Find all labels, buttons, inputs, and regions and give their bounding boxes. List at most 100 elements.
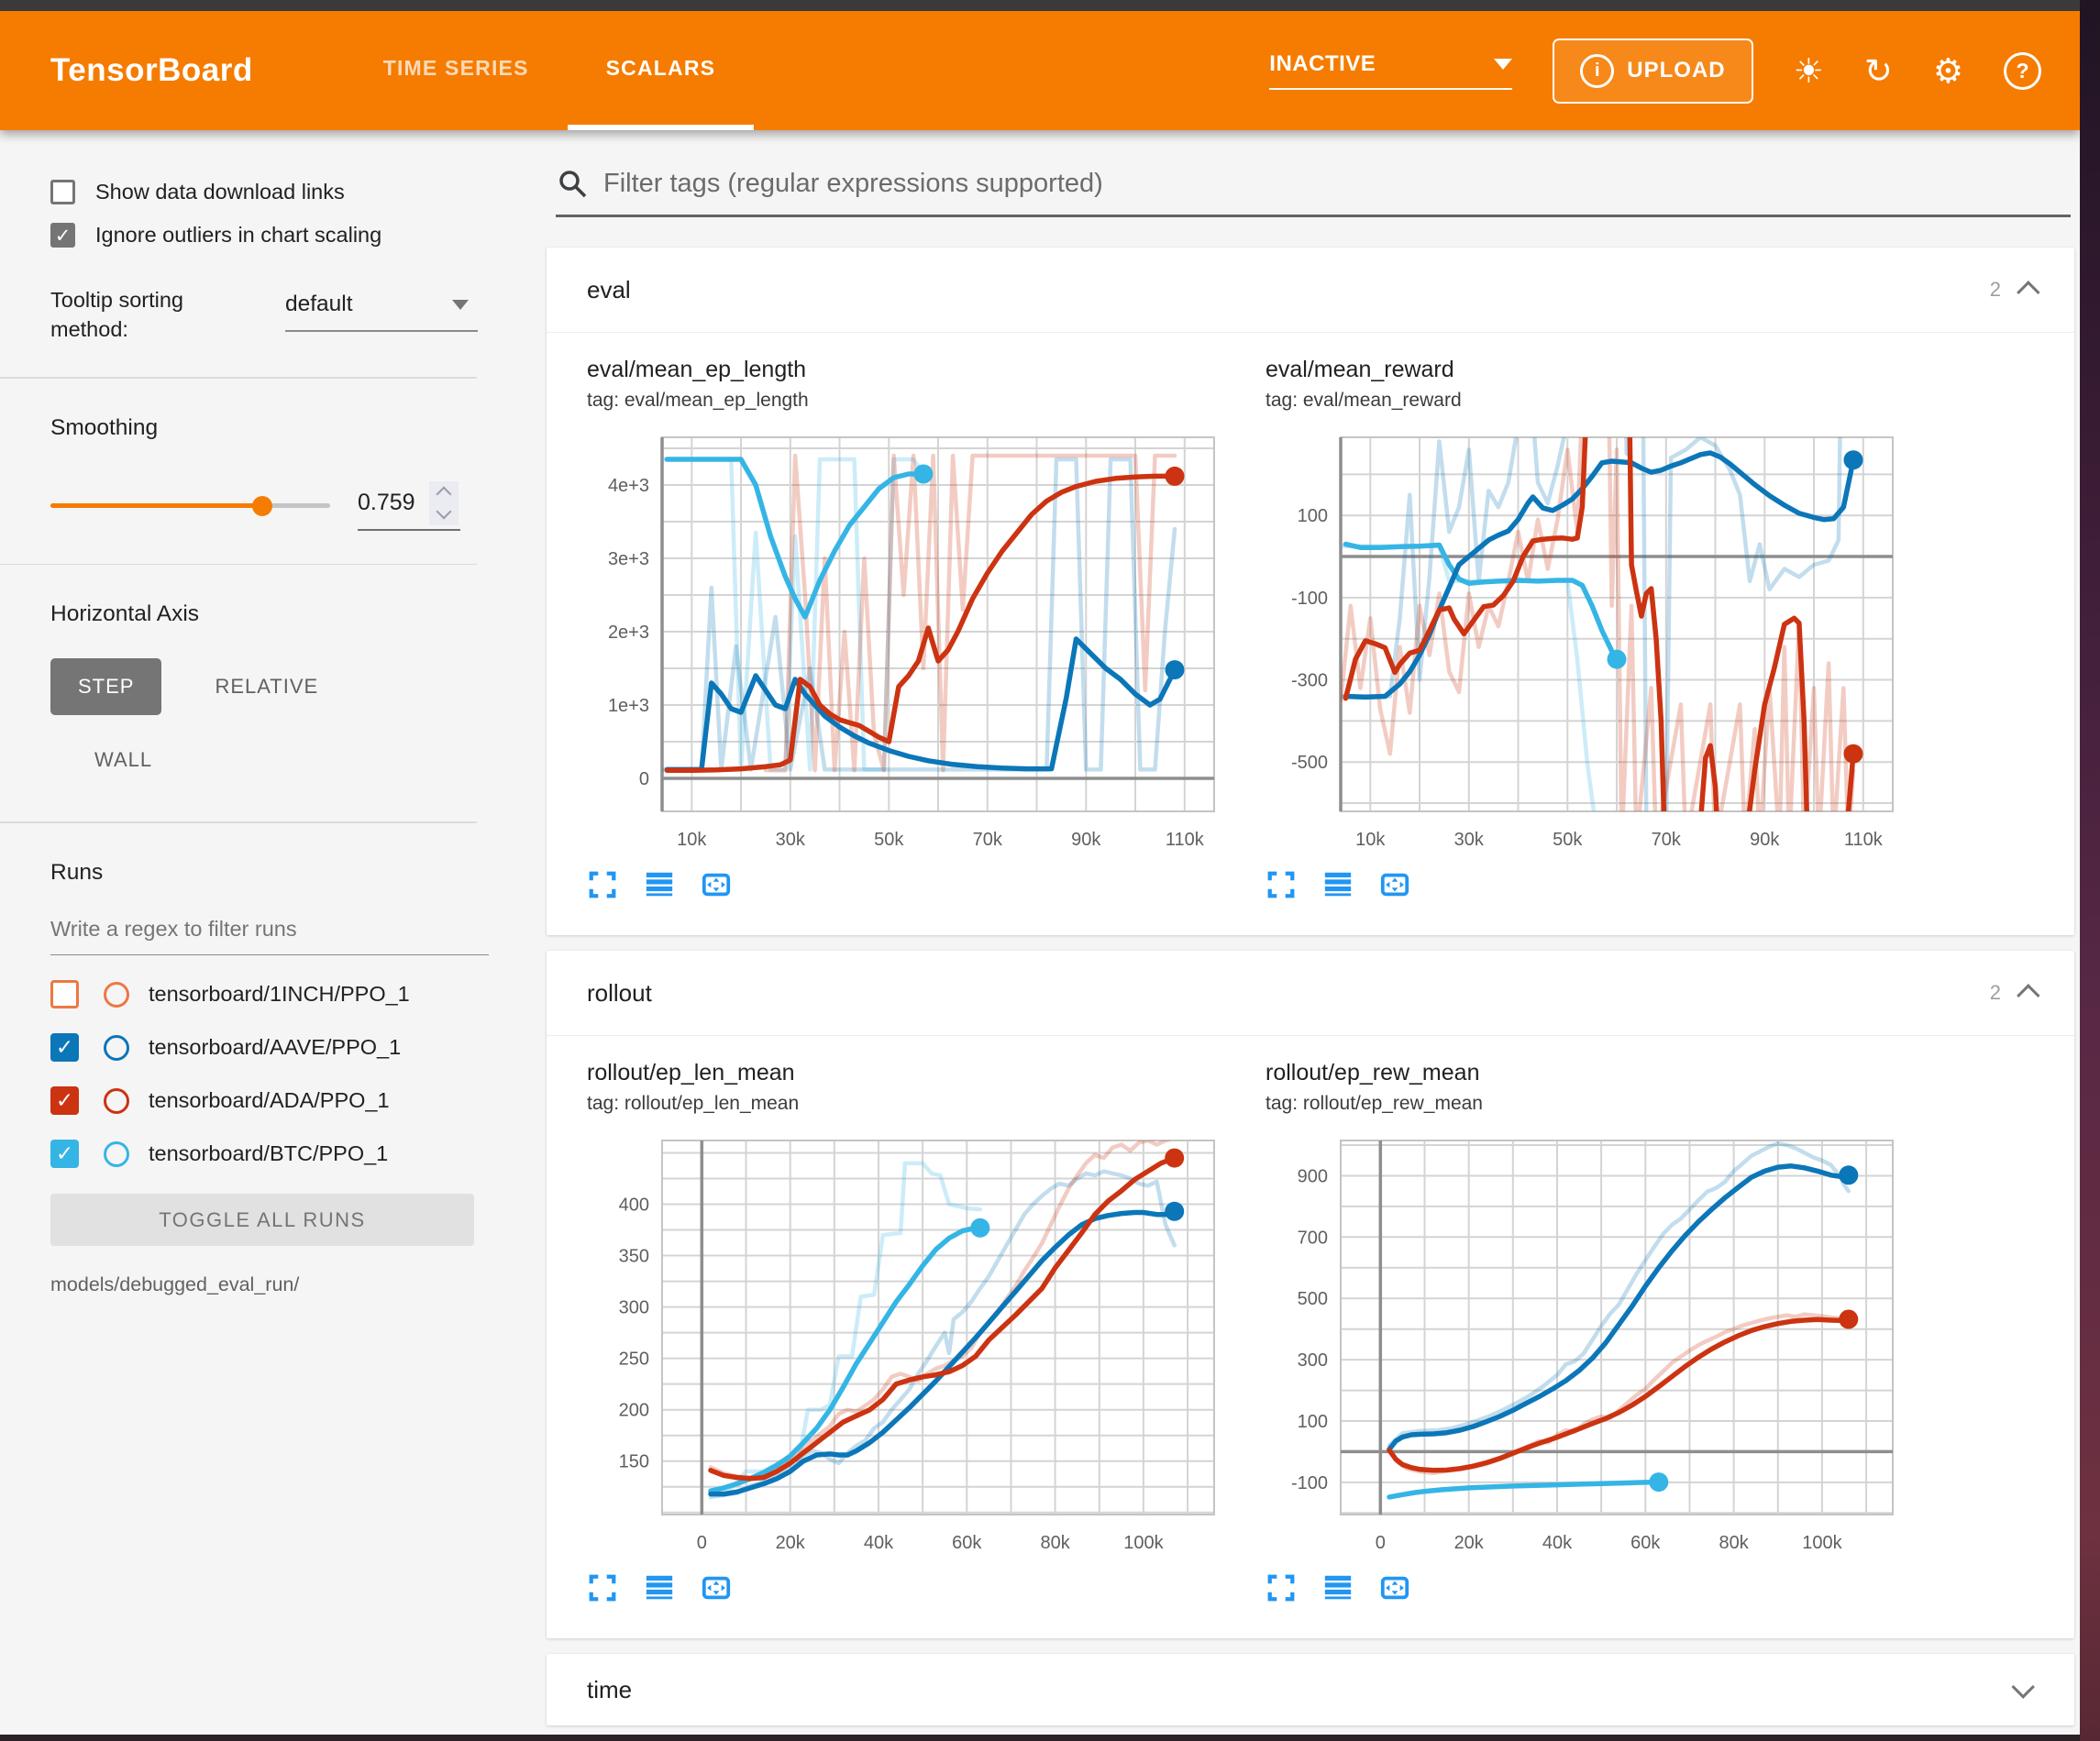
svg-text:-500: -500 xyxy=(1291,753,1328,773)
run-name[interactable]: tensorboard/BTC/PPO_1 xyxy=(149,1141,389,1166)
run-row-1inch[interactable]: tensorboard/1INCH/PPO_1 xyxy=(50,980,541,1009)
expand-chart-icon[interactable] xyxy=(1266,1572,1297,1603)
help-icon[interactable]: ? xyxy=(2004,51,2041,90)
expand-chart-icon[interactable] xyxy=(1266,869,1297,900)
svg-text:3e+3: 3e+3 xyxy=(608,549,649,569)
run-row-ada[interactable]: tensorboard/ADA/PPO_1 xyxy=(50,1086,541,1116)
status-dropdown[interactable]: INACTIVE xyxy=(1269,51,1513,90)
tag-filter-input[interactable]: Filter tags (regular expressions support… xyxy=(556,167,2071,217)
stepper-down-icon[interactable] xyxy=(436,503,452,520)
expand-down-icon[interactable] xyxy=(2011,1675,2035,1699)
svg-text:0: 0 xyxy=(639,769,649,789)
app-header: TensorBoard TIME SERIES SCALARS INACTIVE… xyxy=(0,11,2080,130)
collapse-up-icon[interactable] xyxy=(2017,281,2040,304)
section-header-eval[interactable]: eval 2 xyxy=(547,248,2074,332)
section-count: 2 xyxy=(1989,278,2001,301)
tab-time-series[interactable]: TIME SERIES xyxy=(382,55,529,80)
collapse-up-icon[interactable] xyxy=(2017,984,2040,1008)
chevron-down-icon[interactable] xyxy=(1494,59,1513,70)
show-download-links-row[interactable]: Show data download links xyxy=(50,180,541,204)
svg-text:300: 300 xyxy=(619,1298,649,1318)
divider xyxy=(0,377,477,379)
settings-sidebar: Show data download links Ignore outliers… xyxy=(0,130,541,1735)
line-chart-plot[interactable]: 10k 30k 50k 70k 90k 110k 0 1e+3 2e+3 3e+3 4e+3 xyxy=(587,426,1229,857)
refresh-icon[interactable]: ↻ xyxy=(1863,50,1893,91)
line-chart-plot[interactable]: 10k 30k 50k 70k 90k 110k 100 -100 -300 -500 xyxy=(1266,426,1907,857)
run-row-btc[interactable]: tensorboard/BTC/PPO_1 xyxy=(50,1140,541,1169)
svg-text:300: 300 xyxy=(1298,1350,1328,1371)
run-checkbox[interactable] xyxy=(50,1140,79,1169)
expand-chart-icon[interactable] xyxy=(587,869,618,900)
line-chart-plot[interactable]: 0 20k 40k 60k 80k 100k 150 200 250 300 350 400 xyxy=(587,1129,1229,1560)
axis-step-button[interactable]: STEP xyxy=(50,658,162,716)
fit-domain-icon[interactable] xyxy=(1379,869,1410,900)
run-color-circle[interactable] xyxy=(104,1087,129,1114)
svg-text:50k: 50k xyxy=(874,830,904,850)
run-color-circle[interactable] xyxy=(104,981,129,1008)
svg-text:10k: 10k xyxy=(677,830,707,850)
show-download-links-checkbox[interactable] xyxy=(50,180,75,204)
run-name[interactable]: tensorboard/1INCH/PPO_1 xyxy=(149,982,410,1007)
view-data-icon[interactable] xyxy=(644,1572,675,1603)
run-name[interactable]: tensorboard/AAVE/PPO_1 xyxy=(149,1035,402,1060)
axis-wall-button[interactable]: WALL xyxy=(94,748,153,772)
window-bottom-edge xyxy=(0,1735,2100,1741)
ignore-outliers-checkbox[interactable] xyxy=(50,223,75,248)
stepper-up-icon[interactable] xyxy=(436,486,452,502)
run-checkbox[interactable] xyxy=(50,1033,79,1063)
axis-relative-button[interactable]: RELATIVE xyxy=(215,675,319,699)
run-color-circle[interactable] xyxy=(104,1034,129,1061)
view-data-icon[interactable] xyxy=(1322,1572,1354,1603)
svg-text:110k: 110k xyxy=(1166,830,1205,850)
smoothing-label: Smoothing xyxy=(50,414,159,440)
run-name[interactable]: tensorboard/ADA/PPO_1 xyxy=(149,1088,390,1113)
run-row-aave[interactable]: tensorboard/AAVE/PPO_1 xyxy=(50,1033,541,1063)
run-color-circle[interactable] xyxy=(104,1140,129,1167)
main-content: Filter tags (regular expressions support… xyxy=(541,130,2080,1735)
svg-text:40k: 40k xyxy=(864,1533,894,1553)
chevron-down-icon[interactable] xyxy=(452,299,469,310)
toggle-all-runs-button[interactable]: TOGGLE ALL RUNS xyxy=(50,1194,474,1247)
line-chart-plot[interactable]: 0 20k 40k 60k 80k 100k -100 100 300 500 700 900 xyxy=(1266,1129,1907,1560)
svg-text:20k: 20k xyxy=(776,1533,806,1553)
smoothing-slider[interactable] xyxy=(50,495,330,516)
show-download-links-label[interactable]: Show data download links xyxy=(95,180,345,204)
fit-domain-icon[interactable] xyxy=(1379,1572,1410,1603)
expand-chart-icon[interactable] xyxy=(587,1572,618,1603)
view-data-icon[interactable] xyxy=(1322,869,1354,900)
smoothing-slider-thumb[interactable] xyxy=(252,495,273,516)
window-top-edge xyxy=(0,0,2100,11)
section-header-rollout[interactable]: rollout 2 xyxy=(547,951,2074,1035)
svg-text:0: 0 xyxy=(697,1533,707,1553)
svg-text:0: 0 xyxy=(1376,1533,1386,1553)
ignore-outliers-row[interactable]: Ignore outliers in chart scaling xyxy=(50,223,541,248)
search-icon xyxy=(559,171,587,198)
fit-domain-icon[interactable] xyxy=(701,1572,732,1603)
ignore-outliers-label[interactable]: Ignore outliers in chart scaling xyxy=(95,223,382,247)
view-data-icon[interactable] xyxy=(644,869,675,900)
runs-filter-input[interactable]: Write a regex to filter runs xyxy=(50,917,489,956)
upload-button[interactable]: i UPLOAD xyxy=(1553,38,1753,104)
section-title: rollout xyxy=(587,978,652,1007)
svg-text:1e+3: 1e+3 xyxy=(608,696,649,716)
run-checkbox[interactable] xyxy=(50,1086,79,1116)
svg-text:20k: 20k xyxy=(1454,1533,1485,1553)
tooltip-sorting-select[interactable]: default xyxy=(285,286,478,344)
smoothing-stepper[interactable] xyxy=(429,480,459,525)
chart-toolbar xyxy=(587,869,1229,900)
fit-domain-icon[interactable] xyxy=(701,869,732,900)
status-underline xyxy=(1269,88,1513,90)
section-header-time[interactable]: time xyxy=(547,1654,2074,1725)
svg-text:60k: 60k xyxy=(1630,1533,1661,1553)
run-checkbox[interactable] xyxy=(50,980,79,1009)
chart-eval-mean-reward: eval/mean_reward tag: eval/mean_reward 10k… xyxy=(1266,357,1907,900)
chart-title: eval/mean_ep_length xyxy=(587,357,807,382)
svg-text:70k: 70k xyxy=(1652,830,1682,850)
tab-scalars[interactable]: SCALARS xyxy=(567,11,755,130)
tooltip-sorting-value: default xyxy=(285,292,353,316)
brightness-icon[interactable]: ☀ xyxy=(1793,50,1824,91)
settings-gear-icon[interactable]: ⚙ xyxy=(1932,50,1963,91)
svg-text:80k: 80k xyxy=(1040,1533,1070,1553)
svg-text:150: 150 xyxy=(619,1452,649,1472)
smoothing-value-input[interactable]: 0.759 xyxy=(358,490,415,516)
